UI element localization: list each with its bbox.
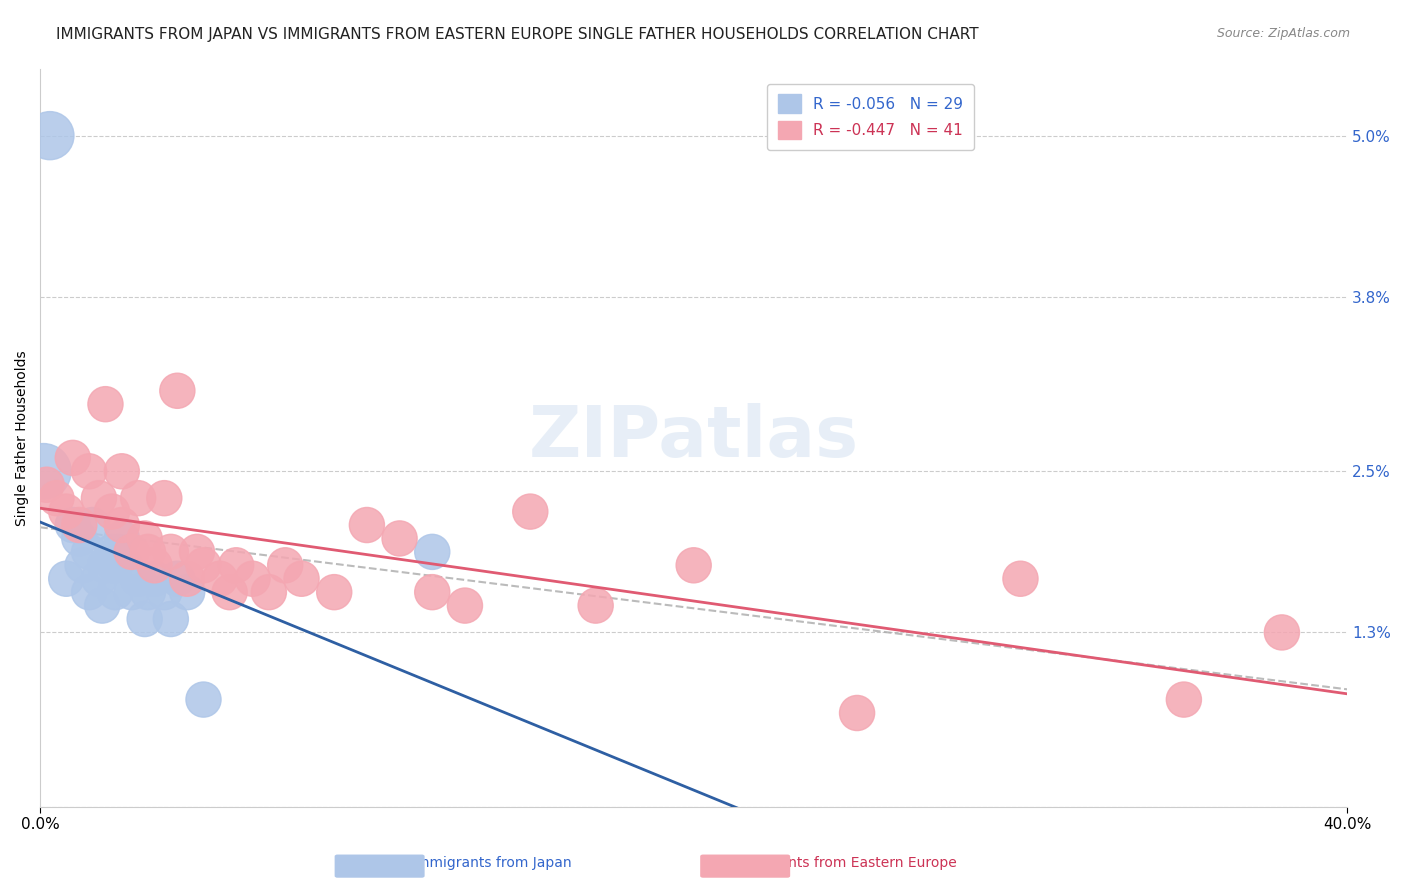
Point: [1173, 692, 1195, 706]
Point: [67, 532, 90, 546]
Point: [127, 491, 149, 505]
Point: [62, 518, 84, 533]
Point: [159, 545, 181, 559]
Point: [136, 545, 159, 559]
Point: [176, 572, 198, 586]
Y-axis label: Single Father Households: Single Father Households: [15, 350, 30, 525]
Point: [166, 384, 188, 398]
Point: [87, 572, 110, 586]
Point: [176, 585, 198, 599]
Point: [101, 545, 124, 559]
Point: [121, 585, 143, 599]
Point: [104, 558, 127, 573]
Point: [193, 558, 215, 573]
Point: [107, 545, 129, 559]
Point: [143, 558, 166, 573]
Point: [225, 558, 247, 573]
Point: [32, 464, 55, 478]
Point: [454, 599, 477, 613]
Point: [104, 585, 127, 599]
Point: [323, 585, 346, 599]
Point: [186, 545, 208, 559]
Point: [72, 558, 94, 573]
Point: [1010, 572, 1032, 586]
Point: [39, 128, 62, 143]
Point: [388, 532, 411, 546]
Point: [257, 585, 280, 599]
Point: [134, 532, 156, 546]
Point: [136, 585, 159, 599]
Point: [420, 585, 443, 599]
Point: [77, 545, 100, 559]
Point: [45, 491, 67, 505]
Point: [356, 518, 378, 533]
Point: [846, 706, 869, 720]
Point: [94, 397, 117, 411]
Legend: R = -0.056   N = 29, R = -0.447   N = 41: R = -0.056 N = 29, R = -0.447 N = 41: [768, 84, 973, 150]
Point: [682, 558, 704, 573]
Text: Immigrants from Eastern Europe: Immigrants from Eastern Europe: [730, 855, 957, 870]
Point: [77, 585, 100, 599]
Point: [121, 545, 143, 559]
Point: [94, 558, 117, 573]
Point: [274, 558, 297, 573]
Point: [193, 692, 215, 706]
Point: [519, 505, 541, 519]
Text: Source: ZipAtlas.com: Source: ZipAtlas.com: [1216, 27, 1350, 40]
Point: [127, 572, 149, 586]
Point: [111, 532, 134, 546]
Point: [114, 558, 136, 573]
Point: [62, 450, 84, 465]
Point: [159, 612, 181, 626]
Text: ZIPatlas: ZIPatlas: [529, 403, 859, 472]
Point: [290, 572, 312, 586]
Point: [153, 491, 176, 505]
Point: [153, 585, 176, 599]
Point: [208, 572, 231, 586]
Point: [420, 545, 443, 559]
Point: [111, 518, 134, 533]
Point: [1271, 625, 1294, 640]
Point: [82, 518, 104, 533]
Point: [55, 572, 77, 586]
Text: IMMIGRANTS FROM JAPAN VS IMMIGRANTS FROM EASTERN EUROPE SINGLE FATHER HOUSEHOLDS: IMMIGRANTS FROM JAPAN VS IMMIGRANTS FROM…: [56, 27, 979, 42]
Point: [77, 464, 100, 478]
Text: Immigrants from Japan: Immigrants from Japan: [412, 855, 572, 870]
Point: [585, 599, 607, 613]
Point: [134, 612, 156, 626]
Point: [35, 477, 58, 491]
Point: [218, 585, 240, 599]
Point: [87, 491, 110, 505]
Point: [166, 572, 188, 586]
Point: [143, 572, 166, 586]
Point: [67, 518, 90, 533]
Point: [101, 505, 124, 519]
Point: [111, 464, 134, 478]
Point: [91, 599, 114, 613]
Point: [55, 505, 77, 519]
Point: [242, 572, 264, 586]
